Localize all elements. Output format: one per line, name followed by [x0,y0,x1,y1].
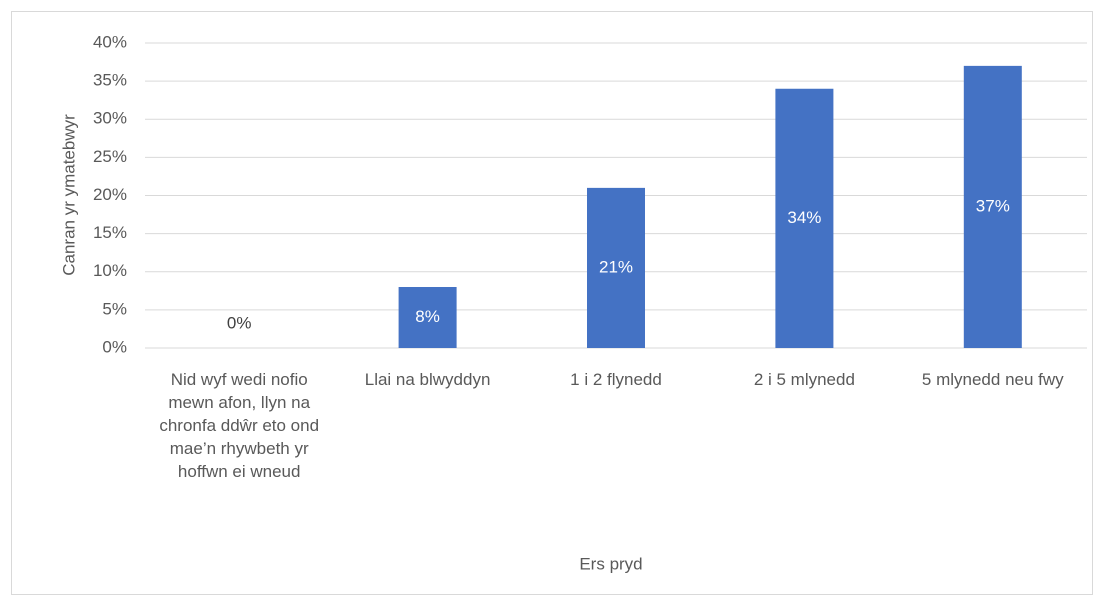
x-tick-label-box: 5 mlynedd neu fwy [921,370,1064,389]
bar [587,187,645,348]
y-tick-label: 10% [93,261,127,280]
x-tick-label-box: 1 i 2 flynedd [570,370,662,389]
data-label: 37% [976,196,1010,215]
data-label: 8% [415,307,440,326]
y-tick-label: 35% [93,71,127,90]
data-label: 21% [599,257,633,276]
x-axis-title: Ers pryd [579,554,642,573]
y-tick-label: 15% [93,223,127,242]
x-tick-label-box: Llai na blwyddyn [364,370,491,389]
y-tick-label: 40% [93,32,127,51]
y-tick-label: 25% [93,147,127,166]
data-label: 0% [227,313,252,332]
x-tick-label: Llai na blwyddyn [364,370,491,389]
bar [963,65,1022,348]
y-axis-title: Canran yr ymatebwyr [59,114,78,276]
chart-frame [11,11,1093,595]
x-tick-label: 2 i 5 mlynedd [753,370,855,389]
y-tick-label: 30% [93,109,127,128]
x-tick-label-box: Nid wyf wedi nofio mewn afon, llyn na ch… [159,370,320,481]
bar [775,88,834,348]
x-tick-label-box: 2 i 5 mlynedd [753,370,855,389]
x-tick-label: Nid wyf wedi nofio mewn afon, llyn na ch… [159,370,320,481]
data-label: 34% [787,208,821,227]
x-tick-label: 5 mlynedd neu fwy [921,370,1064,389]
y-tick-label: 0% [102,337,127,356]
y-tick-label: 5% [102,299,127,318]
x-tick-label: 1 i 2 flynedd [570,370,662,389]
y-tick-label: 20% [93,185,127,204]
bar [398,287,457,348]
